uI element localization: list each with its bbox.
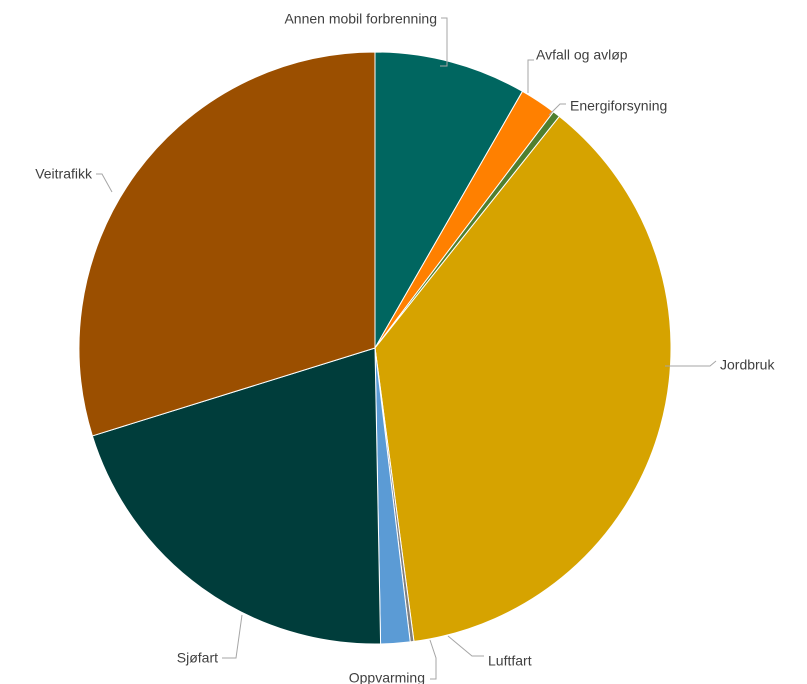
slice-label-luftfart: Luftfart (488, 653, 532, 669)
slice-labels: Annen mobil forbrenning Avfall og avløp En… (35, 11, 775, 684)
leader-line-energiforsyning (548, 103, 566, 116)
pie-slice-jordbruk (374, 115, 672, 642)
leader-line-luftfart (447, 635, 484, 657)
pie-slice-sjofart (91, 347, 382, 645)
pie-slices (78, 51, 672, 645)
slice-label-oppvarming: Oppvarming (349, 670, 425, 684)
slice-label-jordbruk: Jordbruk (720, 357, 775, 373)
slice-label-veitrafikk: Veitrafikk (35, 166, 93, 182)
pie-slice-annen-mobil-forbrenning (374, 51, 524, 350)
leader-line-avfall-og-avlop (527, 59, 534, 93)
leader-line-oppvarming (429, 639, 437, 680)
slice-label-sjofart: Sjøfart (177, 650, 218, 666)
leader-line-jordbruk (665, 360, 717, 367)
slice-label-annen-mobil-forbrenning: Annen mobil forbrenning (284, 11, 437, 27)
leader-line-sjofart (222, 614, 243, 659)
pie-slice-veitrafikk (78, 51, 376, 437)
leader-lines (96, 17, 717, 680)
slice-label-energiforsyning: Energiforsyning (570, 98, 667, 114)
leader-line-annen-mobil-forbrenning (440, 17, 448, 67)
slice-label-avfall-og-avlop: Avfall og avløp (536, 47, 628, 63)
leader-line-veitrafikk (96, 173, 113, 193)
